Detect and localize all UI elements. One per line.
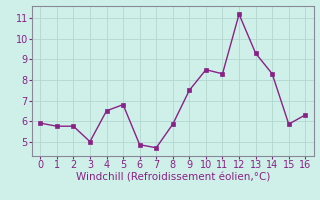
- X-axis label: Windchill (Refroidissement éolien,°C): Windchill (Refroidissement éolien,°C): [76, 173, 270, 183]
